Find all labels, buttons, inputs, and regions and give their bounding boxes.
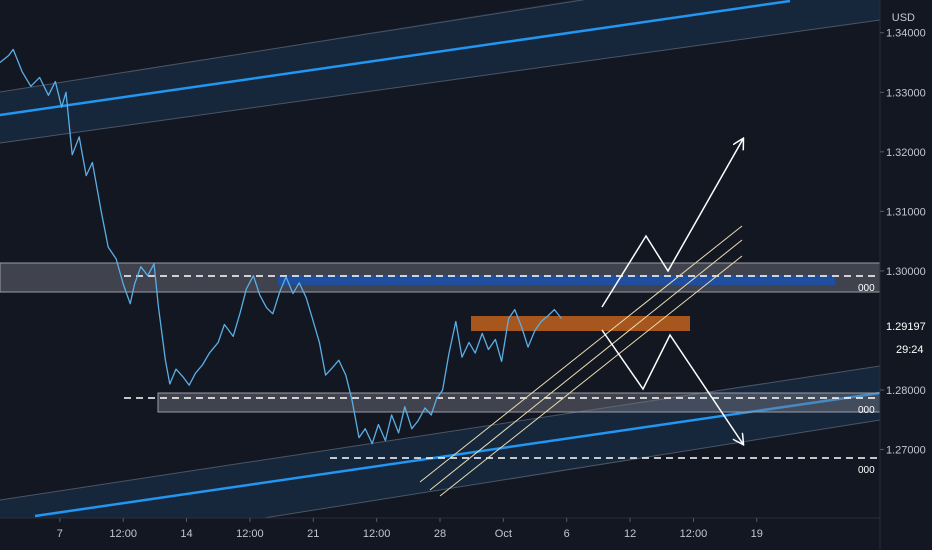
currency-label: USD <box>892 12 915 24</box>
level-marker: 000 <box>858 405 875 416</box>
y-tick-label: 1.30000 <box>886 266 926 278</box>
x-tick-label: 19 <box>751 528 763 540</box>
y-tick-label: 1.28000 <box>886 385 926 397</box>
y-tick-label: 1.34000 <box>886 28 926 40</box>
support-zone <box>157 392 880 413</box>
rising-trendline <box>429 239 743 491</box>
bullish-projection-arrow <box>601 139 743 308</box>
x-tick-label: 7 <box>57 528 63 540</box>
x-tick-label: 14 <box>180 528 192 540</box>
price-series-line <box>0 48 562 445</box>
lower-channel-band <box>0 366 880 518</box>
blue-resistance-zone <box>278 275 835 285</box>
x-tick-label: 12:00 <box>109 528 137 540</box>
upper-channel-line <box>0 0 791 117</box>
x-tick-label: 21 <box>307 528 319 540</box>
x-tick-label: 12:00 <box>363 528 391 540</box>
rising-trendline <box>419 225 743 483</box>
last-price-tag: 1.29197 <box>886 321 926 333</box>
orange-zone <box>471 316 690 331</box>
level-marker: 000 <box>858 283 875 294</box>
y-tick-label: 1.33000 <box>886 87 926 99</box>
lower-channel-line <box>34 391 880 518</box>
bearish-projection-arrow <box>601 329 743 444</box>
y-tick-label: 1.31000 <box>886 206 926 218</box>
upper-channel-edge <box>0 0 586 93</box>
x-tick-label: 12:00 <box>680 528 708 540</box>
lower-channel-edge <box>0 365 880 501</box>
x-tick-label: 12:00 <box>236 528 264 540</box>
last-price-tag-bg <box>881 316 929 336</box>
time-axis[interactable]: 7 12:00 14 12:00 21 12:00 28 Oct 6 12 12:00 19 <box>57 518 763 540</box>
x-tick-label: 6 <box>564 528 570 540</box>
y-tick-label: 1.27000 <box>886 445 926 457</box>
y-tick-label: 1.32000 <box>886 147 926 159</box>
x-tick-label: 12 <box>624 528 636 540</box>
level-marker: 000 <box>858 465 875 476</box>
upper-channel-edge <box>0 19 880 144</box>
upper-channel-band <box>0 0 880 143</box>
bar-countdown: 29:24 <box>896 344 924 356</box>
price-axis[interactable]: 1.34000 1.33000 1.32000 1.31000 1.30000 1.280… <box>880 28 926 457</box>
rising-trendline <box>439 255 743 497</box>
x-tick-label: 28 <box>434 528 446 540</box>
x-tick-label: Oct <box>495 528 512 540</box>
